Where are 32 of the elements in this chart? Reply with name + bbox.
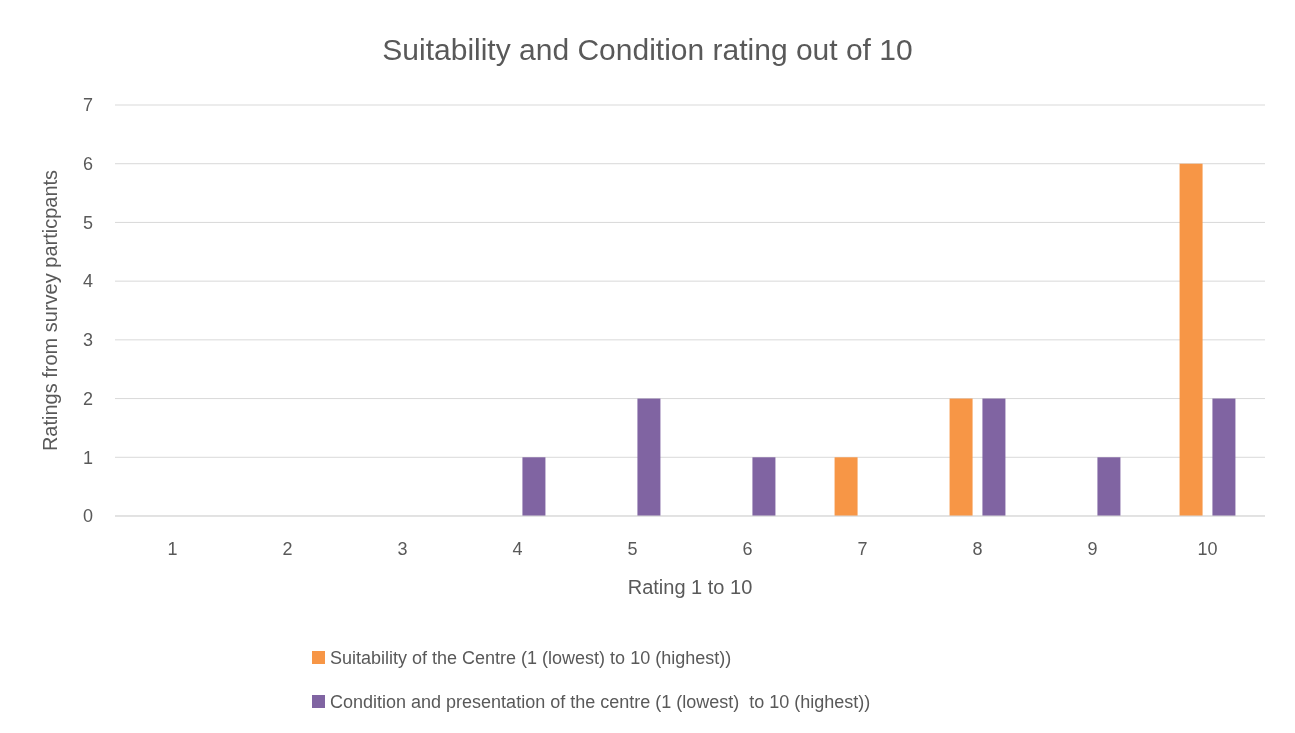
legend-label: Suitability of the Centre (1 (lowest) to 10 (highest)): [330, 648, 732, 669]
x-tick-label: 1: [167, 539, 178, 560]
bar: [1179, 163, 1203, 516]
x-tick-label: 3: [397, 539, 408, 560]
bar: [752, 457, 776, 516]
bar: [1097, 457, 1121, 516]
bar: [834, 457, 858, 516]
x-tick-label: 9: [1087, 539, 1098, 560]
x-tick-label: 7: [857, 539, 868, 560]
x-tick-label: 4: [512, 539, 523, 560]
y-tick-label: 7: [82, 95, 93, 116]
y-tick-label: 6: [82, 154, 93, 175]
x-tick-label: 5: [627, 539, 638, 560]
chart-title: Suitability and Condition rating out of 10: [382, 33, 913, 66]
bar: [1212, 398, 1236, 516]
bar: [949, 398, 973, 516]
x-tick-label: 8: [972, 539, 983, 560]
y-tick-label: 1: [82, 447, 93, 468]
y-axis-title: Ratings from survey particpants: [39, 169, 61, 452]
y-tick-label: 4: [82, 271, 93, 292]
x-axis-title: Rating 1 to 10: [627, 576, 753, 598]
y-tick-label: 0: [82, 506, 93, 527]
bar: [637, 398, 661, 516]
x-tick-label: 2: [282, 539, 293, 560]
y-tick-label: 2: [82, 388, 93, 409]
x-tick-label: 10: [1197, 539, 1218, 560]
bar: [982, 398, 1006, 516]
legend-label: Condition and presentation of the centre (1 (lowest) to 10 (highest)): [330, 692, 871, 713]
bar: [522, 457, 546, 516]
x-tick-label: 6: [742, 539, 753, 560]
y-tick-label: 3: [82, 330, 93, 351]
y-tick-label: 5: [82, 212, 93, 233]
